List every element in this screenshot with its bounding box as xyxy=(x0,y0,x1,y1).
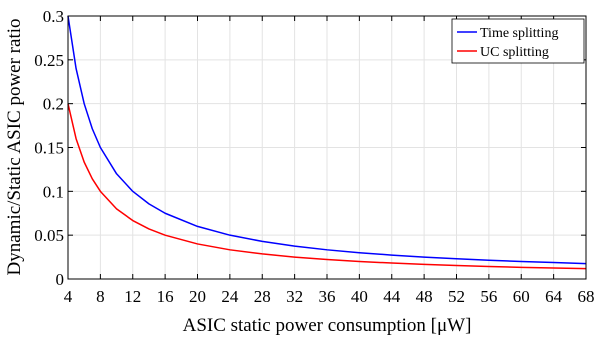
legend-label-time-splitting: Time splitting xyxy=(480,26,558,41)
x-axis: 4 8 12 16 20 24 28 32 36 40 44 48 52 56 60 64 68 xyxy=(64,16,595,306)
x-tick-label: 36 xyxy=(319,287,336,306)
legend-box xyxy=(451,18,585,64)
grid-lines xyxy=(67,15,587,280)
y-tick-label: 0.1 xyxy=(43,182,64,201)
legend-label-uc-splitting: UC splitting xyxy=(480,45,549,60)
x-tick-label: 12 xyxy=(124,287,141,306)
series-line-uc-splitting xyxy=(67,103,587,270)
y-tick-label: 0.25 xyxy=(34,51,64,70)
y-axis-label: Dynamic/Static ASIC power ratio xyxy=(4,19,25,276)
x-tick-label: 52 xyxy=(448,287,465,306)
x-tick-label: 56 xyxy=(480,287,497,306)
x-tick-label: 48 xyxy=(416,287,433,306)
y-tick-label: 0 xyxy=(56,270,65,289)
series-layer xyxy=(67,15,587,270)
y-tick-label: 0.15 xyxy=(34,139,64,158)
y-tick-label: 0.05 xyxy=(34,226,64,245)
x-tick-label: 20 xyxy=(189,287,206,306)
x-axis-label: ASIC static power consumption [μW] xyxy=(183,315,472,336)
legend: Time splitting UC splitting xyxy=(451,18,585,64)
x-tick-label: 68 xyxy=(578,287,595,306)
y-axis: 0 0.05 0.1 0.15 0.2 0.25 0.3 xyxy=(34,7,586,289)
x-tick-label: 60 xyxy=(513,287,530,306)
series-line-time-splitting xyxy=(67,15,587,265)
x-tick-label: 64 xyxy=(545,287,563,306)
x-tick-label: 32 xyxy=(286,287,303,306)
x-tick-label: 24 xyxy=(221,287,239,306)
x-tick-label: 28 xyxy=(254,287,271,306)
x-tick-label: 4 xyxy=(64,287,73,306)
x-tick-label: 16 xyxy=(157,287,174,306)
y-tick-label: 0.2 xyxy=(43,95,64,114)
y-tick-label: 0.3 xyxy=(43,7,64,26)
x-tick-label: 40 xyxy=(351,287,368,306)
x-tick-label: 8 xyxy=(96,287,105,306)
x-tick-label: 44 xyxy=(383,287,401,306)
